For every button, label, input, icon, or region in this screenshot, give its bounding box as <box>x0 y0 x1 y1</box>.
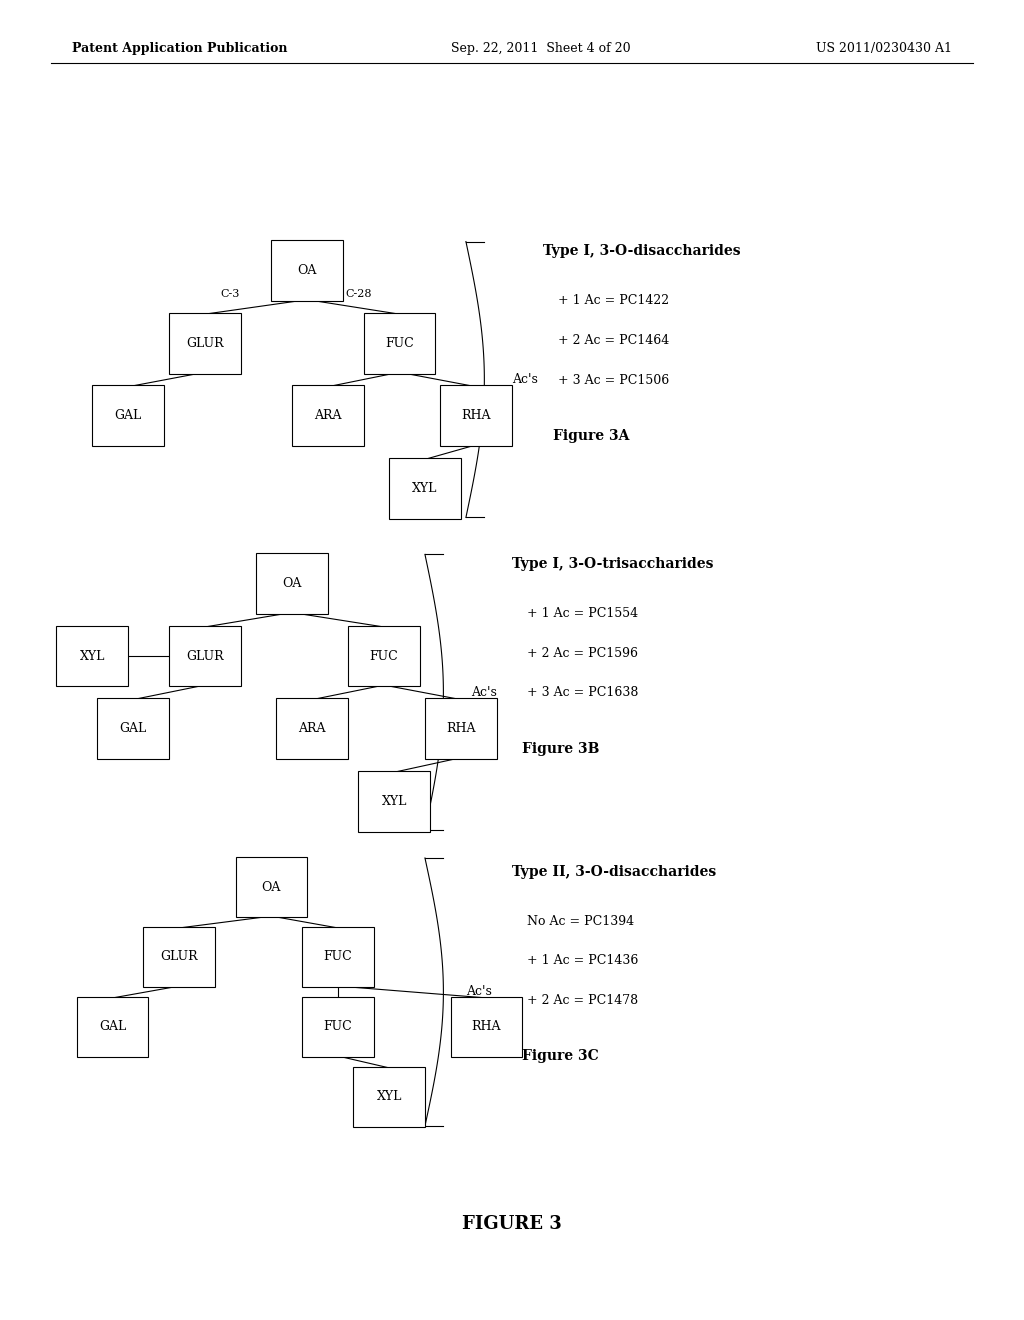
Text: RHA: RHA <box>446 722 475 735</box>
FancyBboxPatch shape <box>302 997 374 1057</box>
Text: OA: OA <box>298 264 316 277</box>
FancyBboxPatch shape <box>440 385 512 446</box>
Text: RHA: RHA <box>462 409 490 422</box>
Text: GLUR: GLUR <box>161 950 198 964</box>
Text: Patent Application Publication: Patent Application Publication <box>72 42 287 55</box>
Text: XYL: XYL <box>382 795 407 808</box>
Text: Ac's: Ac's <box>471 686 497 698</box>
Text: GLUR: GLUR <box>186 337 223 350</box>
Text: + 1 Ac = PC1422: + 1 Ac = PC1422 <box>558 294 670 308</box>
FancyBboxPatch shape <box>77 997 148 1057</box>
Text: RHA: RHA <box>472 1020 501 1034</box>
Text: Type I, 3-O-disaccharides: Type I, 3-O-disaccharides <box>543 244 740 259</box>
FancyBboxPatch shape <box>143 927 215 987</box>
Text: XYL: XYL <box>80 649 104 663</box>
Text: + 1 Ac = PC1554: + 1 Ac = PC1554 <box>527 607 639 620</box>
Text: FUC: FUC <box>385 337 414 350</box>
Text: + 3 Ac = PC1638: + 3 Ac = PC1638 <box>527 686 639 700</box>
Text: XYL: XYL <box>377 1090 401 1104</box>
FancyBboxPatch shape <box>358 771 430 832</box>
FancyBboxPatch shape <box>348 626 420 686</box>
FancyBboxPatch shape <box>236 857 307 917</box>
FancyBboxPatch shape <box>276 698 348 759</box>
Text: Figure 3C: Figure 3C <box>522 1049 599 1064</box>
Text: + 3 Ac = PC1506: + 3 Ac = PC1506 <box>558 374 670 387</box>
FancyBboxPatch shape <box>92 385 164 446</box>
Text: Type II, 3-O-disaccharides: Type II, 3-O-disaccharides <box>512 865 716 879</box>
Text: Figure 3B: Figure 3B <box>522 742 600 756</box>
Text: C-28: C-28 <box>345 289 372 298</box>
FancyBboxPatch shape <box>256 553 328 614</box>
Text: FUC: FUC <box>324 1020 352 1034</box>
Text: + 1 Ac = PC1436: + 1 Ac = PC1436 <box>527 954 639 968</box>
Text: C-3: C-3 <box>221 289 240 298</box>
Text: GAL: GAL <box>120 722 146 735</box>
FancyBboxPatch shape <box>364 313 435 374</box>
Text: + 2 Ac = PC1478: + 2 Ac = PC1478 <box>527 994 639 1007</box>
Text: Ac's: Ac's <box>512 374 538 385</box>
Text: Sep. 22, 2011  Sheet 4 of 20: Sep. 22, 2011 Sheet 4 of 20 <box>451 42 630 55</box>
Text: Figure 3A: Figure 3A <box>553 429 630 444</box>
FancyBboxPatch shape <box>353 1067 425 1127</box>
Text: GAL: GAL <box>99 1020 126 1034</box>
FancyBboxPatch shape <box>389 458 461 519</box>
Text: FUC: FUC <box>370 649 398 663</box>
FancyBboxPatch shape <box>292 385 364 446</box>
Text: + 2 Ac = PC1596: + 2 Ac = PC1596 <box>527 647 638 660</box>
Text: OA: OA <box>283 577 301 590</box>
Text: FIGURE 3: FIGURE 3 <box>462 1214 562 1233</box>
Text: No Ac = PC1394: No Ac = PC1394 <box>527 915 635 928</box>
FancyBboxPatch shape <box>169 626 241 686</box>
FancyBboxPatch shape <box>425 698 497 759</box>
FancyBboxPatch shape <box>169 313 241 374</box>
Text: XYL: XYL <box>413 482 437 495</box>
FancyBboxPatch shape <box>97 698 169 759</box>
FancyBboxPatch shape <box>271 240 343 301</box>
FancyBboxPatch shape <box>451 997 522 1057</box>
FancyBboxPatch shape <box>56 626 128 686</box>
Text: FUC: FUC <box>324 950 352 964</box>
Text: GLUR: GLUR <box>186 649 223 663</box>
Text: Type I, 3-O-trisaccharides: Type I, 3-O-trisaccharides <box>512 557 714 572</box>
Text: ARA: ARA <box>299 722 326 735</box>
Text: Ac's: Ac's <box>466 986 492 998</box>
FancyBboxPatch shape <box>302 927 374 987</box>
Text: ARA: ARA <box>314 409 341 422</box>
Text: OA: OA <box>262 880 281 894</box>
Text: + 2 Ac = PC1464: + 2 Ac = PC1464 <box>558 334 670 347</box>
Text: GAL: GAL <box>115 409 141 422</box>
Text: US 2011/0230430 A1: US 2011/0230430 A1 <box>816 42 952 55</box>
